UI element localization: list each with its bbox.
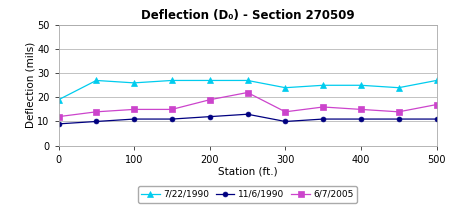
11/6/1990 xyxy=(131,118,137,120)
11/6/1990 xyxy=(56,123,61,125)
6/7/2005 xyxy=(94,111,99,113)
7/22/1990 xyxy=(131,82,137,84)
6/7/2005 xyxy=(358,108,364,111)
11/6/1990 xyxy=(245,113,250,115)
6/7/2005 xyxy=(245,91,250,94)
11/6/1990 xyxy=(169,118,175,120)
Y-axis label: Deflection (mils): Deflection (mils) xyxy=(26,42,36,128)
6/7/2005 xyxy=(283,111,288,113)
6/7/2005 xyxy=(131,108,137,111)
6/7/2005 xyxy=(56,115,61,118)
11/6/1990 xyxy=(358,118,364,120)
7/22/1990 xyxy=(396,87,401,89)
6/7/2005 xyxy=(434,103,439,106)
6/7/2005 xyxy=(396,111,401,113)
Line: 6/7/2005: 6/7/2005 xyxy=(56,90,439,119)
7/22/1990 xyxy=(56,99,61,101)
11/6/1990 xyxy=(434,118,439,120)
7/22/1990 xyxy=(207,79,212,82)
7/22/1990 xyxy=(283,87,288,89)
7/22/1990 xyxy=(358,84,364,87)
Line: 7/22/1990: 7/22/1990 xyxy=(56,78,439,103)
X-axis label: Station (ft.): Station (ft.) xyxy=(218,166,277,176)
Legend: 7/22/1990, 11/6/1990, 6/7/2005: 7/22/1990, 11/6/1990, 6/7/2005 xyxy=(138,186,357,203)
Line: 11/6/1990: 11/6/1990 xyxy=(56,112,439,126)
11/6/1990 xyxy=(320,118,326,120)
7/22/1990 xyxy=(94,79,99,82)
11/6/1990 xyxy=(283,120,288,123)
6/7/2005 xyxy=(320,106,326,108)
6/7/2005 xyxy=(207,99,212,101)
11/6/1990 xyxy=(207,115,212,118)
11/6/1990 xyxy=(94,120,99,123)
7/22/1990 xyxy=(245,79,250,82)
7/22/1990 xyxy=(434,79,439,82)
11/6/1990 xyxy=(396,118,401,120)
6/7/2005 xyxy=(169,108,175,111)
7/22/1990 xyxy=(169,79,175,82)
Title: Deflection (D₀) - Section 270509: Deflection (D₀) - Section 270509 xyxy=(141,9,354,22)
7/22/1990 xyxy=(320,84,326,87)
